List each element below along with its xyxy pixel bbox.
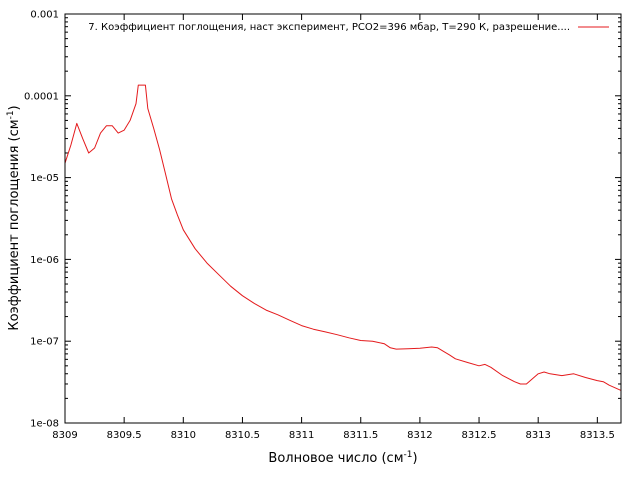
x-tick-label: 8310.5 [225,430,260,441]
plot-frame [64,13,622,424]
y-axis-title-sup: -1 [6,110,16,119]
ticks-layer: 8309 8309.5 8310 8310.5 8311 8311.5 8312 8312.5… [24,10,621,441]
x-axis-title-tail: ) [412,451,417,466]
x-axis-title-sup: -1 [404,450,413,460]
y-tick-label: 1e-05 [30,173,59,184]
y-tick-label: 1e-06 [30,255,59,266]
x-tick-label: 8313 [525,430,550,441]
x-tick-label: 8311.5 [343,430,378,441]
y-axis-title: Коэффициент поглощения (см-1) [6,105,22,330]
y-tick-label: 0.0001 [24,91,59,102]
x-tick-label: 8309.5 [107,430,142,441]
x-tick-label: 8310 [171,430,196,441]
y-tick-label: 1e-07 [30,337,59,348]
x-tick-label: 8312 [407,430,432,441]
y-tick-label: 0.001 [30,10,59,21]
x-tick-label: 8312.5 [462,430,497,441]
y-tick-label: 1e-08 [30,419,59,430]
series-line [64,84,622,391]
x-axis-title: Волновое число (см-1) [268,450,417,466]
legend: 7. Коэффициент поглощения, наст эксперим… [88,22,609,33]
x-tick-label: 8309 [52,430,77,441]
series-layer [64,84,622,391]
x-tick-label: 8311 [289,430,314,441]
y-axis-title-tail: ) [7,105,22,110]
x-tick-label: 8313.5 [580,430,615,441]
legend-label: 7. Коэффициент поглощения, наст эксперим… [88,22,570,33]
